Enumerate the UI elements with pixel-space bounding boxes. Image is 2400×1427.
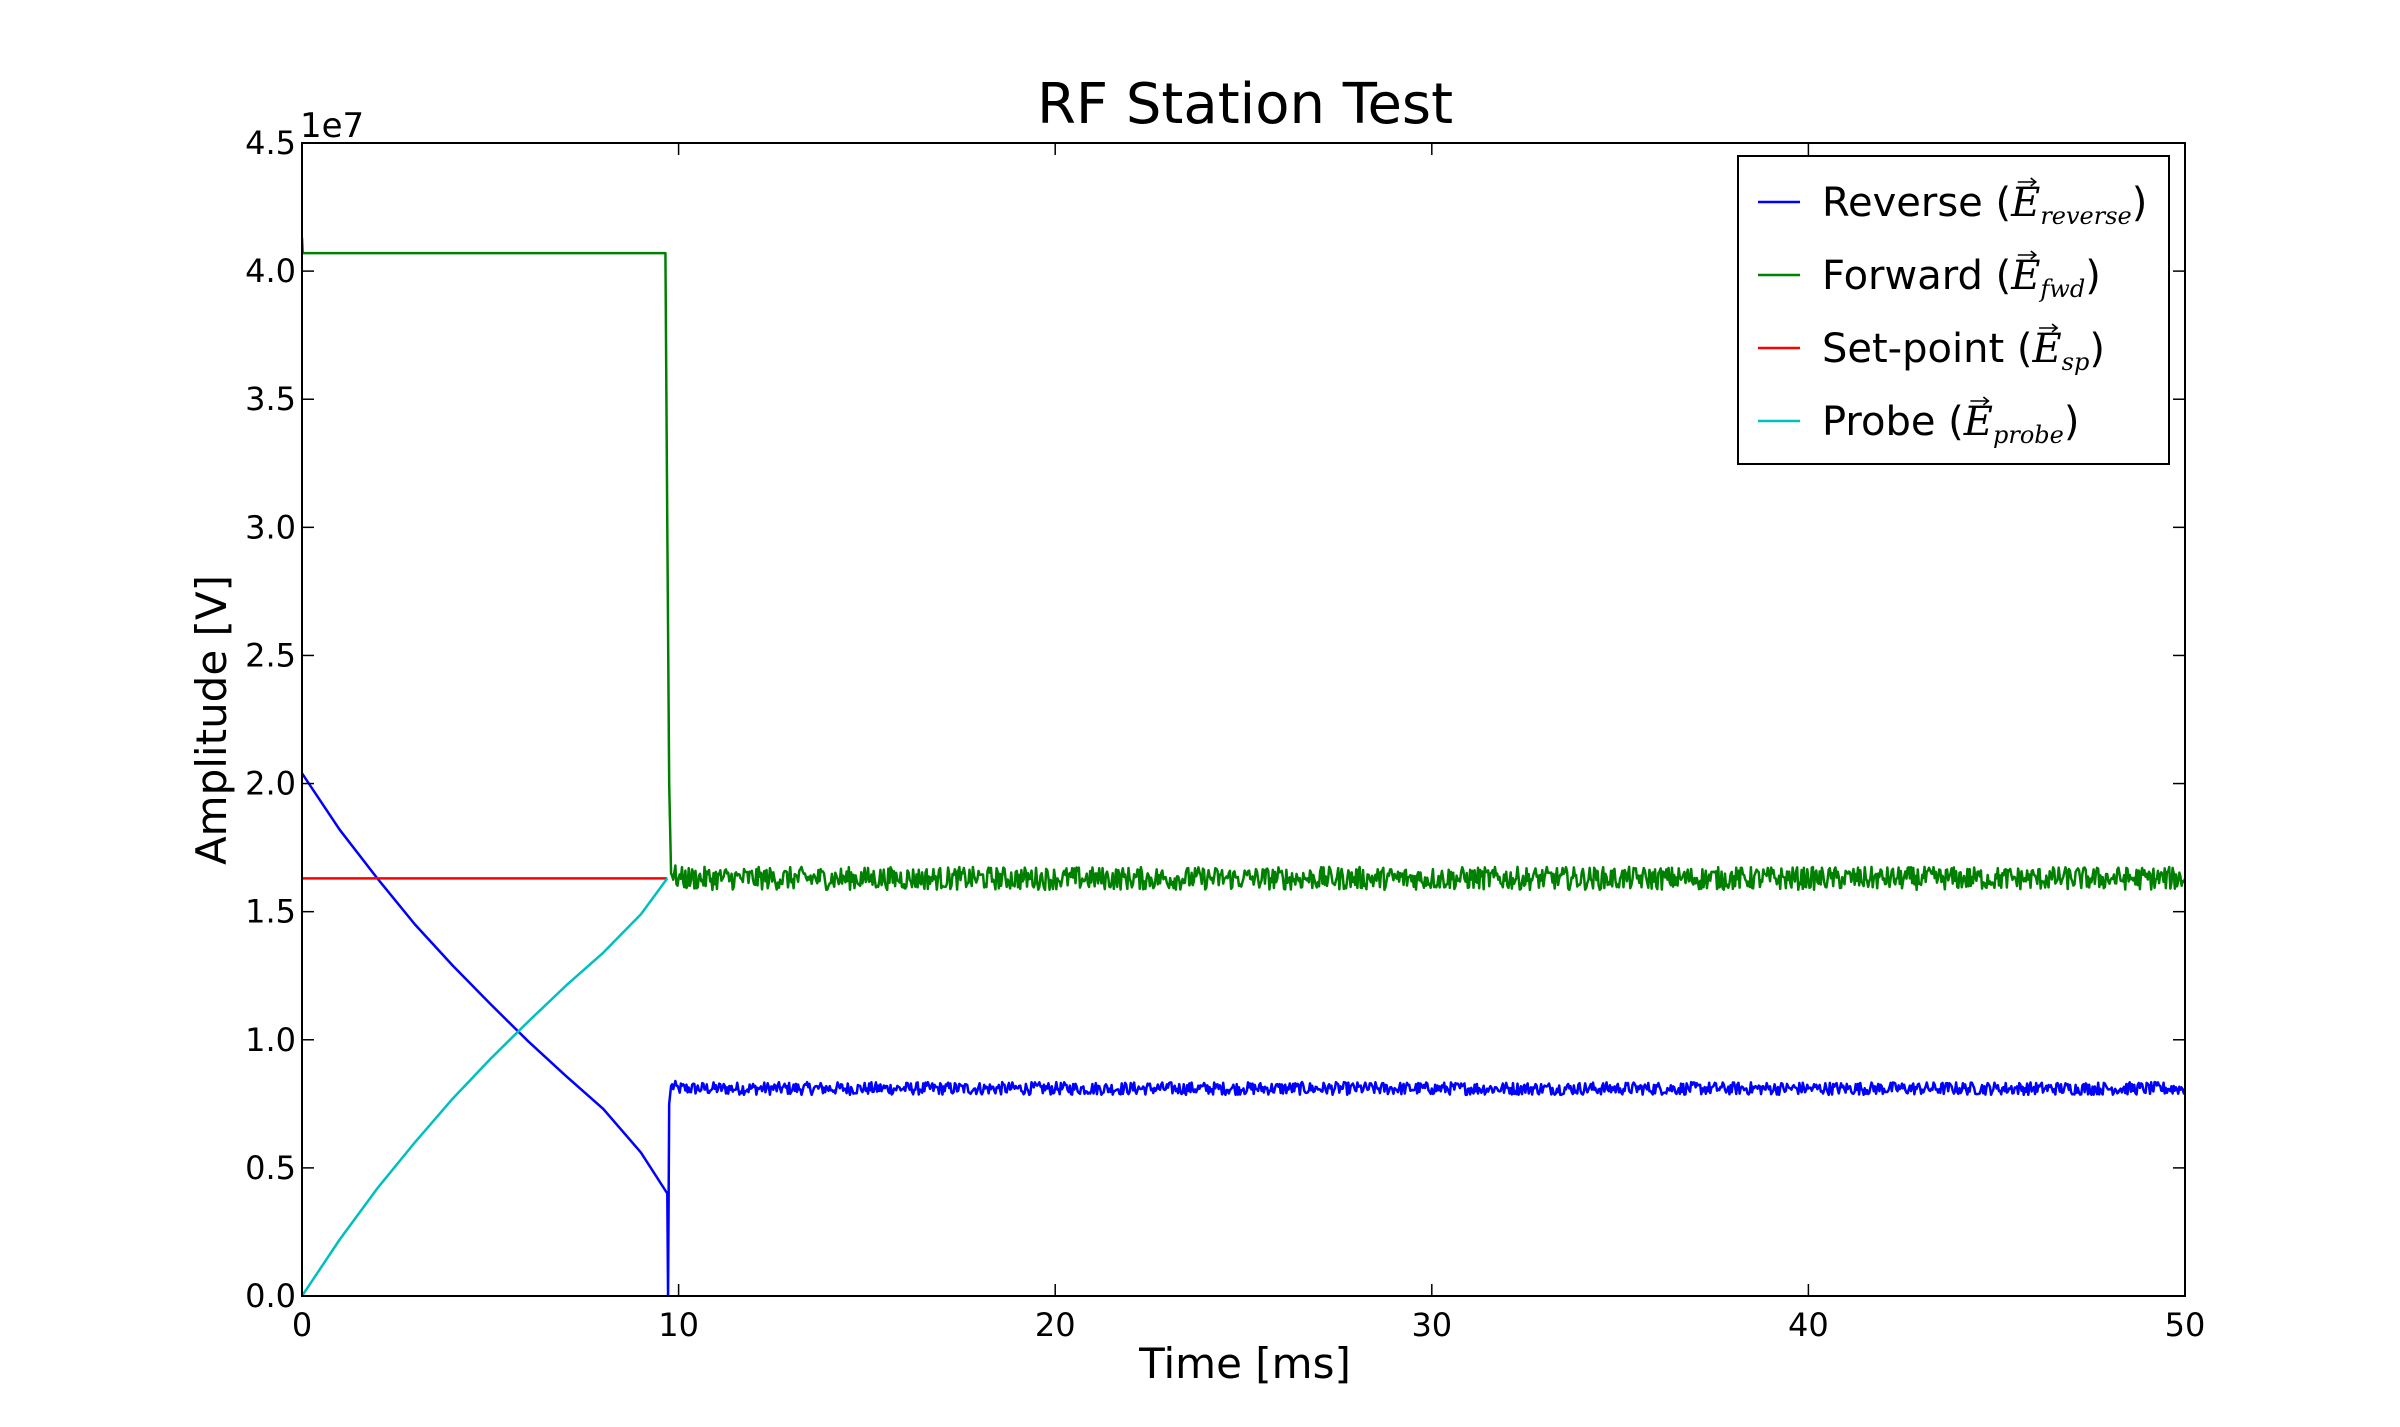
x-tick-label: 20 <box>1035 1306 1076 1344</box>
y-tick-label: 4.0 <box>245 252 296 290</box>
y-tick-label: 3.5 <box>245 380 296 418</box>
legend-entry-set-point: Set-point (Esp) <box>1758 323 2105 376</box>
legend-label: Forward (Efwd) <box>1822 253 2101 303</box>
y-tick-label: 0.0 <box>245 1277 296 1315</box>
vector-arrow-icon <box>2017 250 2038 260</box>
series-layer <box>302 237 2185 1296</box>
y-tick-label: 3.0 <box>245 508 296 546</box>
x-tick-label: 0 <box>292 1306 312 1344</box>
y-tick-label: 1.5 <box>245 893 296 931</box>
axes-frame <box>301 142 2186 1297</box>
x-tick-label: 50 <box>2165 1306 2206 1344</box>
legend: Reverse (Ereverse)Forward (Efwd)Set-poin… <box>1737 155 2170 465</box>
ticks-layer: 0 10 20 30 40 50 0.0 0.5 1.0 1.5 2.0 2.5 3.0 3.5 4.0 4.… <box>245 124 2205 1344</box>
x-tick-label: 10 <box>658 1306 699 1344</box>
y-axis-label: Amplitude [V] <box>187 575 236 865</box>
y-tick-label: 0.5 <box>245 1149 296 1187</box>
y-tick-label: 4.5 <box>245 124 296 162</box>
series-line-probe <box>302 877 669 1296</box>
legend-box <box>1737 155 2170 465</box>
x-axis-label: Time [ms] <box>1138 1339 1351 1388</box>
x-tick-label: 40 <box>1788 1306 1829 1344</box>
y-tick-label: 2.0 <box>245 765 296 803</box>
y-tick-label: 1.0 <box>245 1021 296 1059</box>
series-line-reverse <box>302 772 2185 1296</box>
y-tick-label: 2.5 <box>245 636 296 674</box>
y-offset-text: 1e7 <box>300 106 364 146</box>
x-tick-label: 30 <box>1411 1306 1452 1344</box>
vector-arrow-icon <box>2017 177 2038 187</box>
series-line-forward <box>302 237 2185 892</box>
vector-arrow-icon <box>2039 323 2059 333</box>
vector-arrow-icon <box>1970 396 1990 406</box>
plot-area: 0 10 20 30 40 50 0.0 0.5 1.0 1.5 2.0 2.5 3.0 3.5 4.0 4.… <box>245 124 2205 1344</box>
legend-label: Set-point (Esp) <box>1822 326 2105 376</box>
legend-entry-forward: Forward (Efwd) <box>1758 250 2101 303</box>
chart-title: RF Station Test <box>1037 72 1453 137</box>
